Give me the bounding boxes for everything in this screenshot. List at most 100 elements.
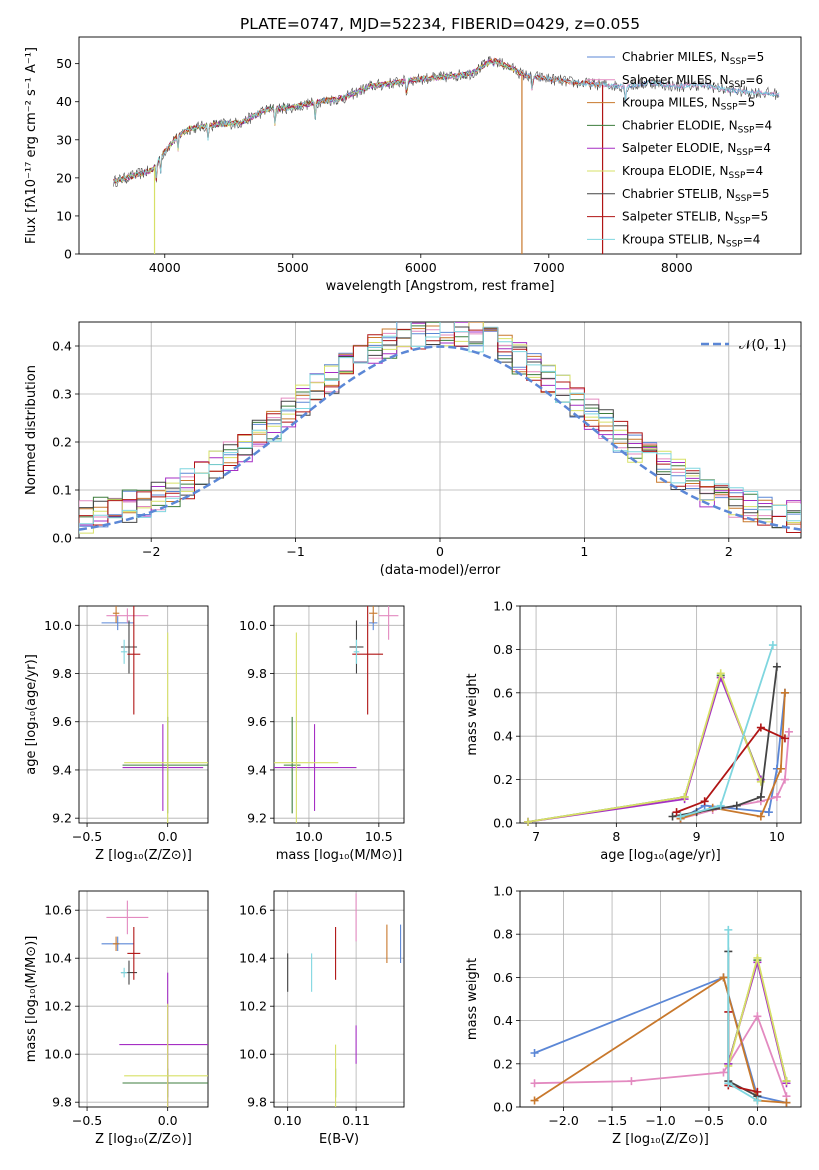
- weight-marker: [764, 808, 773, 817]
- y-tick-label: 9.6: [247, 714, 267, 729]
- x-axis-label: Z [log₁₀(Z/Z⊙)]: [612, 1132, 709, 1147]
- histogram-kroupa-stelib: [79, 322, 801, 534]
- x-tick-label: −0.5: [694, 1113, 724, 1128]
- weight-line-kroupa-miles: [534, 975, 787, 1104]
- x-axis-label: Z [log₁₀(Z/Z⊙)]: [95, 1132, 192, 1147]
- weight-marker: [784, 727, 793, 736]
- axes-frame: [273, 890, 405, 1108]
- y-tick-label: 10.6: [239, 903, 267, 918]
- x-tick-label: −2: [142, 544, 160, 559]
- normal-curve: [78, 345, 802, 531]
- weight-marker: [756, 792, 765, 801]
- y-tick-label: 0.6: [493, 970, 513, 985]
- x-tick-label: 0.0: [158, 829, 178, 844]
- x-tick-label: −2.0: [548, 1113, 578, 1128]
- y-tick-label: 10.4: [44, 951, 72, 966]
- x-tick-label: 10.0: [295, 829, 323, 844]
- age-vs-Z-panel: −0.5 0.0 9.2 9.4 9.6 9.8 10.0 Z [log₁₀(Z/Z⊙)] ag…: [24, 605, 209, 863]
- spectrum-panel: 4000 5000 6000 7000 8000 0 10 20 30 40 50 wavelengt…: [24, 36, 802, 294]
- y-tick-label: 9.8: [247, 1095, 267, 1110]
- weight-marker: [716, 801, 725, 810]
- weight-vs-Z-panel: −2.0 −1.5 −1.0 −0.5 0.0 0.0 0.2 0.4 0.6 0.8 1.0 Z […: [465, 884, 802, 1147]
- weight-marker: [782, 1077, 791, 1086]
- axes-frame: [273, 605, 405, 824]
- x-axis-label: (data-model)/error: [380, 563, 501, 578]
- x-tick-label: −1.5: [597, 1113, 627, 1128]
- y-tick-label: 9.6: [52, 714, 72, 729]
- y-tick-label: 10.2: [44, 999, 72, 1014]
- y-axis-label: Flux [fλ10⁻¹⁷ erg cm⁻² s⁻¹ A⁻¹]: [24, 47, 39, 244]
- y-tick-label: 0.8: [493, 642, 513, 657]
- weight-marker: [530, 1079, 539, 1088]
- y-tick-label: 9.2: [247, 811, 267, 826]
- y-tick-label: 50: [56, 56, 72, 71]
- weight-marker: [768, 641, 777, 650]
- residuals-panel: −2 −1 0 1 2 0.0 0.1 0.2 0.3 0.4 (data-model)/error…: [24, 321, 802, 578]
- y-axis-label: Normed distribution: [24, 365, 39, 495]
- axes-frame: [78, 36, 802, 255]
- weight-marker: [756, 723, 765, 732]
- weight-vs-age-panel: 7 8 9 10 0.0 0.2 0.4 0.6 0.8 1.0 age [log₁₀(age/yr…: [465, 599, 802, 863]
- y-tick-label: 1.0: [493, 884, 513, 899]
- x-tick-label: 0.0: [158, 1113, 178, 1128]
- weight-marker: [732, 801, 741, 810]
- y-tick-label: 0.1: [52, 483, 72, 498]
- y-tick-label: 30: [56, 132, 72, 147]
- weight-marker: [780, 775, 789, 784]
- weight-marker: [756, 812, 765, 821]
- x-tick-label: −0.5: [72, 1113, 102, 1128]
- weight-marker: [530, 1096, 539, 1105]
- y-tick-label: 0.0: [52, 531, 72, 546]
- y-tick-label: 0.3: [52, 387, 72, 402]
- y-axis-label: mass weight: [465, 673, 480, 755]
- y-tick-label: 10.0: [44, 1047, 72, 1062]
- mass-vs-Z-panel: −0.5 0.0 9.8 10.0 10.2 10.4 10.6 Z [log₁₀(Z/Z⊙)…: [24, 890, 209, 1147]
- legend-label: Kroupa ELODIE, NSSP=4: [622, 164, 763, 181]
- weight-marker: [719, 973, 728, 982]
- y-tick-label: 0.4: [493, 729, 513, 744]
- spectrum-line-kroupa-miles: [113, 57, 603, 183]
- weight-marker: [672, 808, 681, 817]
- weight-marker: [753, 1087, 762, 1096]
- y-tick-label: 0.4: [52, 339, 72, 354]
- axes-frame: [78, 605, 209, 824]
- legend-label: Chabrier MILES, NSSP=5: [622, 50, 764, 67]
- x-axis-label: age [log₁₀(age/yr)]: [600, 848, 721, 863]
- y-tick-label: 0.2: [493, 1056, 513, 1071]
- y-tick-label: 0.4: [493, 1013, 513, 1028]
- y-tick-label: 0.8: [493, 927, 513, 942]
- axes-frame: [78, 890, 209, 1108]
- weight-line-salpeter-stelib: [676, 726, 786, 813]
- weight-marker: [776, 764, 785, 773]
- weight-line-salpeter-elodie: [527, 674, 762, 823]
- x-tick-label: −0.5: [72, 829, 102, 844]
- legend-label: Salpeter ELODIE, NSSP=4: [622, 141, 771, 158]
- spectrum-line-red-kroupa-stelib: [602, 80, 780, 101]
- x-tick-label: 7000: [533, 260, 565, 275]
- x-tick-label: 10.5: [365, 829, 393, 844]
- y-tick-label: 9.2: [52, 811, 72, 826]
- weight-marker: [716, 669, 725, 678]
- spectrum-line-kroupa-elodie: [113, 58, 522, 184]
- weight-marker: [772, 792, 781, 801]
- y-tick-label: 0.2: [52, 435, 72, 450]
- x-tick-label: −1.0: [645, 1113, 675, 1128]
- y-tick-label: 0.0: [493, 816, 513, 831]
- x-tick-label: 8000: [661, 260, 693, 275]
- x-tick-label: 6000: [405, 260, 437, 275]
- x-tick-label: 7: [532, 829, 540, 844]
- spectrum-line-kroupa-stelib: [113, 60, 603, 184]
- y-tick-label: 9.8: [247, 666, 267, 681]
- y-tick-label: 10.2: [239, 999, 267, 1014]
- figure-title: PLATE=0747, MJD=52234, FIBERID=0429, z=0…: [240, 15, 640, 33]
- y-tick-label: 9.8: [52, 1095, 72, 1110]
- age-vs-mass-panel: 10.0 10.5 9.2 9.4 9.6 9.8 10.0 mass [log₁₀(M/M⊙…: [239, 605, 405, 863]
- legend-label: 𝒩(0, 1): [739, 338, 786, 353]
- x-tick-label: 0.10: [274, 1113, 302, 1128]
- legend-label: Chabrier STELIB, NSSP=5: [622, 187, 770, 204]
- weight-marker: [772, 662, 781, 671]
- y-tick-label: 9.4: [247, 762, 267, 777]
- x-tick-label: 0.11: [342, 1113, 370, 1128]
- legend-label: Chabrier ELODIE, NSSP=4: [622, 118, 772, 135]
